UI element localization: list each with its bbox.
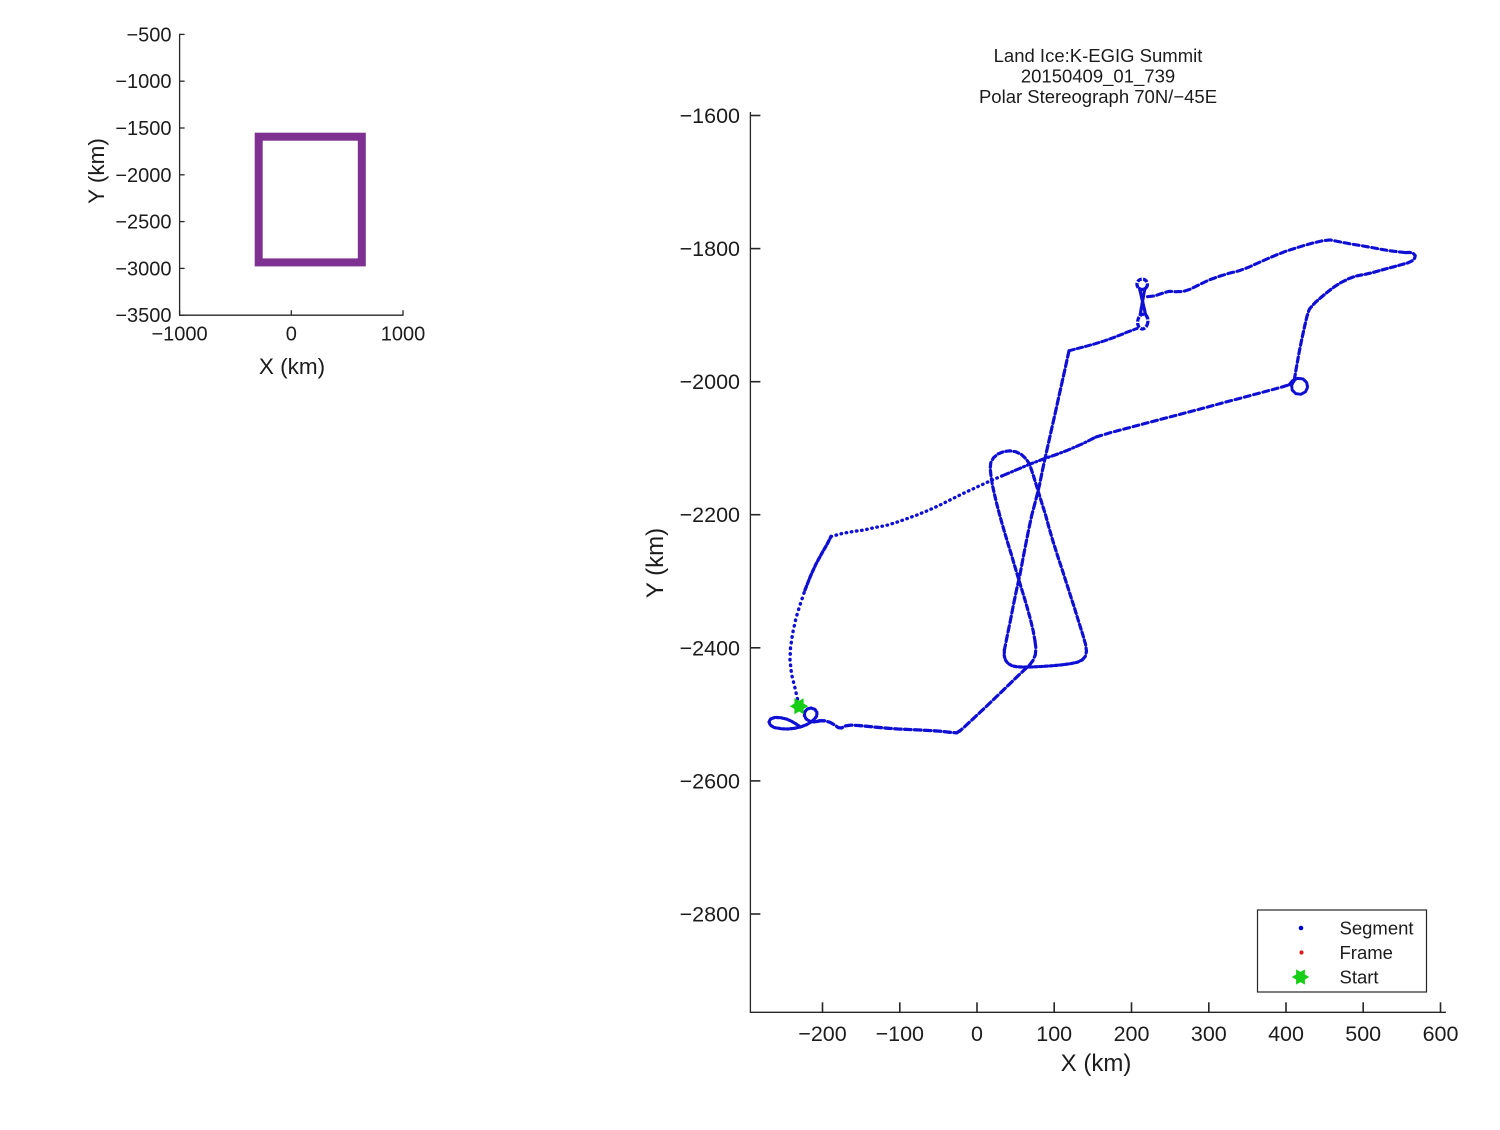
svg-text:500: 500 — [1345, 1022, 1381, 1046]
svg-text:Segment: Segment — [1340, 918, 1414, 939]
svg-text:Frame: Frame — [1340, 942, 1393, 963]
svg-text:X (km): X (km) — [259, 354, 325, 379]
svg-text:1000: 1000 — [381, 324, 426, 346]
svg-text:−3000: −3000 — [115, 258, 171, 280]
svg-text:−500: −500 — [126, 24, 171, 46]
svg-text:0: 0 — [286, 324, 297, 346]
svg-text:Start: Start — [1340, 967, 1379, 988]
svg-text:−1500: −1500 — [115, 118, 171, 140]
svg-text:Y (km): Y (km) — [84, 138, 109, 204]
svg-text:−2800: −2800 — [680, 903, 740, 927]
svg-text:−2400: −2400 — [680, 636, 740, 660]
svg-text:Y (km): Y (km) — [642, 528, 669, 598]
svg-text:−1800: −1800 — [680, 237, 740, 261]
svg-text:0: 0 — [971, 1022, 983, 1046]
svg-text:X (km): X (km) — [1061, 1050, 1132, 1077]
svg-text:200: 200 — [1114, 1022, 1150, 1046]
svg-text:−2200: −2200 — [680, 503, 740, 527]
svg-text:400: 400 — [1268, 1022, 1304, 1046]
svg-text:−3500: −3500 — [115, 305, 171, 327]
svg-text:20150409_01_739: 20150409_01_739 — [1021, 66, 1175, 88]
svg-text:−2600: −2600 — [680, 769, 740, 793]
svg-text:Polar Stereograph 70N/−45E: Polar Stereograph 70N/−45E — [979, 86, 1217, 107]
svg-text:300: 300 — [1191, 1022, 1227, 1046]
svg-text:−100: −100 — [876, 1022, 924, 1046]
svg-text:−200: −200 — [798, 1022, 846, 1046]
svg-text:−1000: −1000 — [152, 324, 208, 346]
svg-text:−2000: −2000 — [115, 165, 171, 187]
svg-text:−1000: −1000 — [115, 71, 171, 93]
svg-text:−2000: −2000 — [680, 370, 740, 394]
svg-text:600: 600 — [1423, 1022, 1459, 1046]
svg-text:−1600: −1600 — [680, 104, 740, 128]
svg-text:Land Ice:K-EGIG Summit: Land Ice:K-EGIG Summit — [994, 45, 1203, 66]
svg-text:−2500: −2500 — [115, 212, 171, 234]
svg-text:100: 100 — [1036, 1022, 1072, 1046]
